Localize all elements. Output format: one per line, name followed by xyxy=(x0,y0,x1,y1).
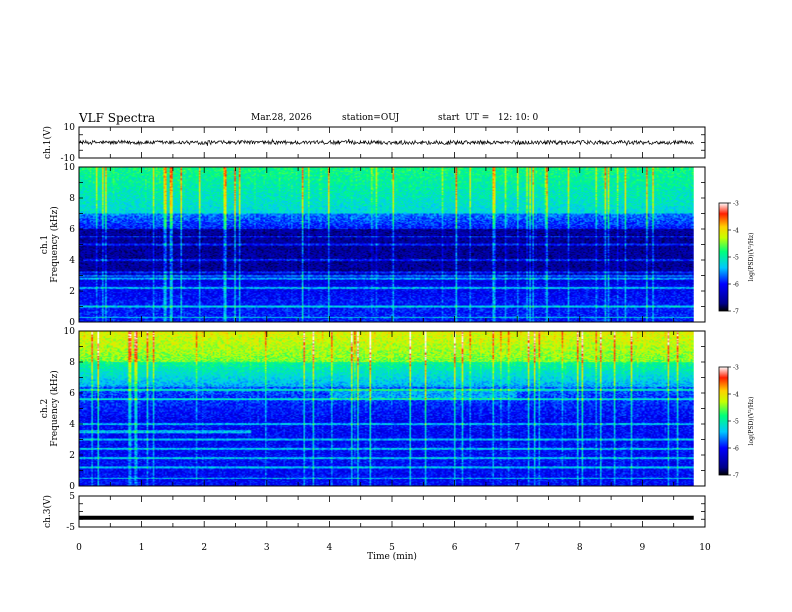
x-tick-label: 7 xyxy=(514,543,520,553)
x-tick-label: 10 xyxy=(699,543,711,553)
colorbar-tick-label: -3 xyxy=(733,201,739,208)
y-tick-label: 8 xyxy=(69,358,75,368)
y-tick-label: 4 xyxy=(69,420,75,430)
ch1-spectrogram-channel-label: ch.1 xyxy=(40,235,50,254)
figure-title: VLF Spectra xyxy=(79,111,156,125)
ch1-waveform-ylabel: ch.1(V) xyxy=(42,126,53,159)
y-tick-label: 8 xyxy=(69,194,75,204)
y-tick-label: 4 xyxy=(69,256,75,266)
y-tick-label: 0 xyxy=(69,318,75,328)
y-tick-label: 2 xyxy=(69,451,75,461)
colorbar-tick-label: -7 xyxy=(733,473,739,480)
ch3-waveform-ylabel: ch.3(V) xyxy=(42,495,53,528)
x-tick-label: 0 xyxy=(76,543,82,553)
date-label: Mar.28, 2026 xyxy=(251,113,312,123)
y-tick-label: -10 xyxy=(61,154,76,164)
y-tick-label: 0 xyxy=(69,482,75,492)
colorbar-tick-label: -3 xyxy=(733,365,739,372)
ch1-spectrogram-colorbar xyxy=(718,202,729,312)
x-tick-label: 4 xyxy=(327,543,333,553)
ch1-spectrogram-ylabel: Frequency (kHz) xyxy=(49,206,60,283)
x-axis-label: Time (min) xyxy=(367,551,417,562)
y-tick-label: -5 xyxy=(66,523,75,533)
x-tick-label: 1 xyxy=(139,543,145,553)
station-label: station=OUJ xyxy=(342,113,400,123)
colorbar-tick-label: -7 xyxy=(733,309,739,316)
ch2-spectrogram-colorbar-label: log(PSD)(V²/Hz) xyxy=(748,397,755,446)
colorbar-tick-label: -6 xyxy=(733,446,739,453)
x-tick-label: 9 xyxy=(640,543,646,553)
x-tick-label: 2 xyxy=(201,543,207,553)
y-tick-label: 2 xyxy=(69,287,75,297)
x-tick-label: 8 xyxy=(577,543,583,553)
start-time-label: start UT = 12: 10: 0 xyxy=(438,113,539,123)
ch2-spectrogram-colorbar xyxy=(718,366,729,476)
ch2-spectrogram-ylabel: Frequency (kHz) xyxy=(49,370,60,447)
ch1-waveform-line xyxy=(78,138,694,147)
y-tick-label: 10 xyxy=(64,123,76,133)
x-tick-label: 3 xyxy=(264,543,270,553)
y-tick-label: 10 xyxy=(64,163,76,173)
colorbar-tick-label: -4 xyxy=(733,392,739,399)
colorbar-tick-label: -6 xyxy=(733,282,739,289)
y-tick-label: 5 xyxy=(69,492,75,502)
colorbar-tick-label: -5 xyxy=(733,255,739,262)
x-tick-label: 6 xyxy=(452,543,458,553)
x-tick-label: 5 xyxy=(389,543,395,553)
y-tick-label: 6 xyxy=(69,389,75,399)
colorbar-tick-label: -5 xyxy=(733,419,739,426)
y-tick-label: 10 xyxy=(64,327,76,337)
colorbar-tick-label: -4 xyxy=(733,228,739,235)
ch2-spectrogram-image xyxy=(79,331,694,486)
ch1-spectrogram-colorbar-label: log(PSD)(V²/Hz) xyxy=(748,233,755,282)
ch1-spectrogram-image xyxy=(79,167,694,322)
ch2-spectrogram-channel-label: ch.2 xyxy=(40,399,50,418)
y-tick-label: 6 xyxy=(69,225,75,235)
